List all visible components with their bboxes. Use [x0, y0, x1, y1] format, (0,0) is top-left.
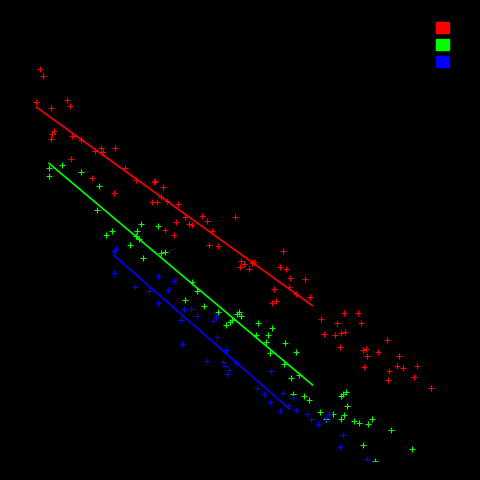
Legend: , , : , , [429, 15, 465, 74]
